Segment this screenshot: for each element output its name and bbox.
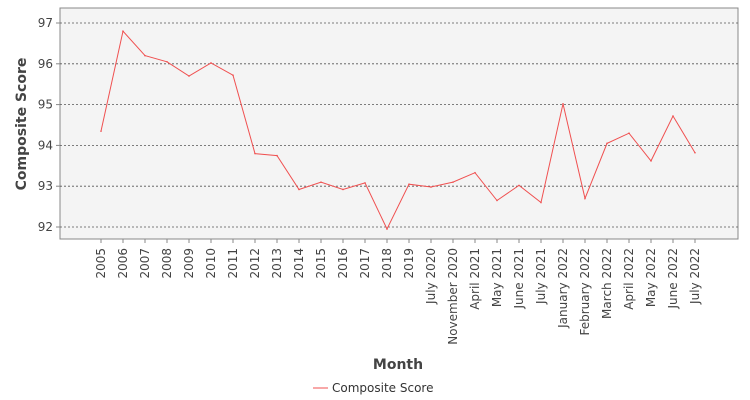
data-point-20 — [540, 201, 542, 204]
x-tick-label-2: 2007 — [138, 248, 152, 279]
gridlines — [60, 22, 738, 228]
y-tick-label-97: 97 — [38, 16, 53, 30]
data-point-27 — [694, 151, 696, 154]
x-tick-label-19: June 2021 — [512, 248, 526, 310]
data-point-17 — [474, 171, 476, 174]
x-tick-label-15: July 2020 — [424, 248, 438, 305]
data-point-12 — [364, 182, 366, 184]
data-point-10 — [320, 181, 322, 183]
data-point-1 — [122, 30, 124, 32]
data-point-4 — [188, 75, 190, 77]
x-tick-label-1: 2006 — [116, 248, 130, 279]
x-tick-label-21: January 2022 — [556, 248, 570, 329]
legend-label: Composite Score — [332, 381, 433, 395]
data-point-21 — [562, 102, 564, 105]
data-point-8 — [276, 154, 278, 157]
data-point-15 — [430, 186, 432, 188]
x-tick-label-27: July 2022 — [688, 248, 702, 305]
x-tick-label-4: 2009 — [182, 248, 196, 279]
x-tick-label-12: 2017 — [358, 248, 372, 279]
x-tick-label-25: May 2022 — [644, 248, 658, 307]
data-point-19 — [518, 184, 520, 187]
data-point-16 — [452, 181, 454, 183]
x-tick-label-18: May 2021 — [490, 248, 504, 307]
y-tick-label-96: 96 — [38, 57, 53, 71]
x-tick-label-5: 2010 — [204, 248, 218, 279]
y-tick-label-95: 95 — [38, 98, 53, 112]
data-point-7 — [254, 152, 256, 155]
x-tick-label-16: November 2020 — [446, 248, 460, 345]
data-point-5 — [210, 62, 212, 64]
x-tick-label-6: 2011 — [226, 248, 240, 279]
data-point-13 — [386, 228, 388, 230]
data-point-3 — [166, 60, 168, 63]
data-point-2 — [144, 54, 146, 57]
data-point-0 — [100, 130, 102, 132]
x-tick-label-3: 2008 — [160, 248, 174, 279]
data-point-26 — [672, 115, 674, 117]
x-tick-label-23: March 2022 — [600, 248, 614, 319]
x-tick-label-10: 2015 — [314, 248, 328, 279]
series-line-0 — [100, 30, 696, 231]
x-tick-label-24: April 2022 — [622, 248, 636, 310]
x-tick-label-20: July 2021 — [534, 248, 548, 305]
y-axis-ticks: 92 93 94 95 96 97 — [38, 16, 60, 234]
x-tick-label-11: 2016 — [336, 248, 350, 279]
x-tick-label-0: 2005 — [94, 248, 108, 279]
data-point-11 — [342, 188, 344, 191]
x-tick-label-14: 2019 — [402, 248, 416, 279]
x-tick-label-7: 2012 — [248, 248, 262, 279]
x-axis-ticks: 2005 2006 2007 2008 2009 2010 2011 2012 2013 2014… — [94, 239, 702, 345]
plot-area — [59, 7, 739, 240]
x-axis-title: Month — [373, 357, 423, 373]
data-point-18 — [496, 199, 498, 202]
x-tick-label-17: April 2021 — [468, 248, 482, 310]
data-series — [100, 30, 696, 231]
y-axis-title: Composite Score — [14, 58, 30, 191]
data-point-14 — [408, 183, 410, 185]
legend: Composite Score — [313, 381, 433, 395]
x-tick-label-13: 2018 — [380, 248, 394, 279]
data-point-22 — [584, 197, 586, 200]
y-tick-label-94: 94 — [38, 138, 53, 152]
y-tick-label-92: 92 — [38, 220, 53, 234]
x-tick-label-26: June 2022 — [666, 248, 680, 310]
data-point-9 — [298, 188, 300, 191]
x-tick-label-22: February 2022 — [578, 248, 592, 336]
x-tick-label-9: 2014 — [292, 248, 306, 279]
y-tick-label-93: 93 — [38, 179, 53, 193]
data-point-24 — [628, 132, 630, 134]
data-point-6 — [232, 74, 234, 77]
data-point-25 — [650, 160, 652, 162]
data-point-23 — [606, 142, 608, 145]
x-tick-label-8: 2013 — [270, 248, 284, 279]
